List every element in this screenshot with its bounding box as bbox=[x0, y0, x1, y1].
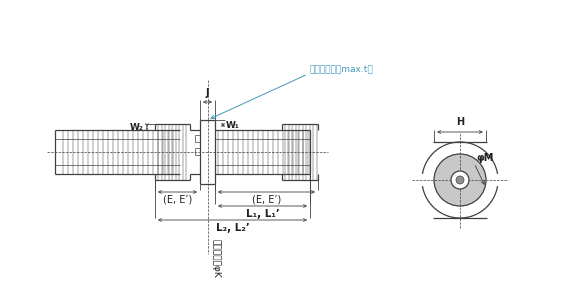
Text: パネル穴径φK: パネル穴径φK bbox=[212, 239, 220, 278]
Text: φM: φM bbox=[476, 153, 493, 163]
Circle shape bbox=[451, 171, 469, 189]
Text: パネル厚さ（max.t）: パネル厚さ（max.t） bbox=[310, 65, 374, 74]
Circle shape bbox=[456, 176, 464, 184]
Text: (E, E’): (E, E’) bbox=[163, 195, 192, 205]
Text: L₂, L₂’: L₂, L₂’ bbox=[216, 223, 250, 233]
Text: (E, E’): (E, E’) bbox=[252, 195, 281, 205]
Text: H: H bbox=[456, 117, 464, 127]
Text: J: J bbox=[206, 88, 209, 98]
Text: W₁: W₁ bbox=[226, 121, 240, 130]
Circle shape bbox=[434, 154, 486, 206]
Text: L₁, L₁’: L₁, L₁’ bbox=[245, 209, 279, 219]
Text: W₂: W₂ bbox=[130, 122, 144, 131]
